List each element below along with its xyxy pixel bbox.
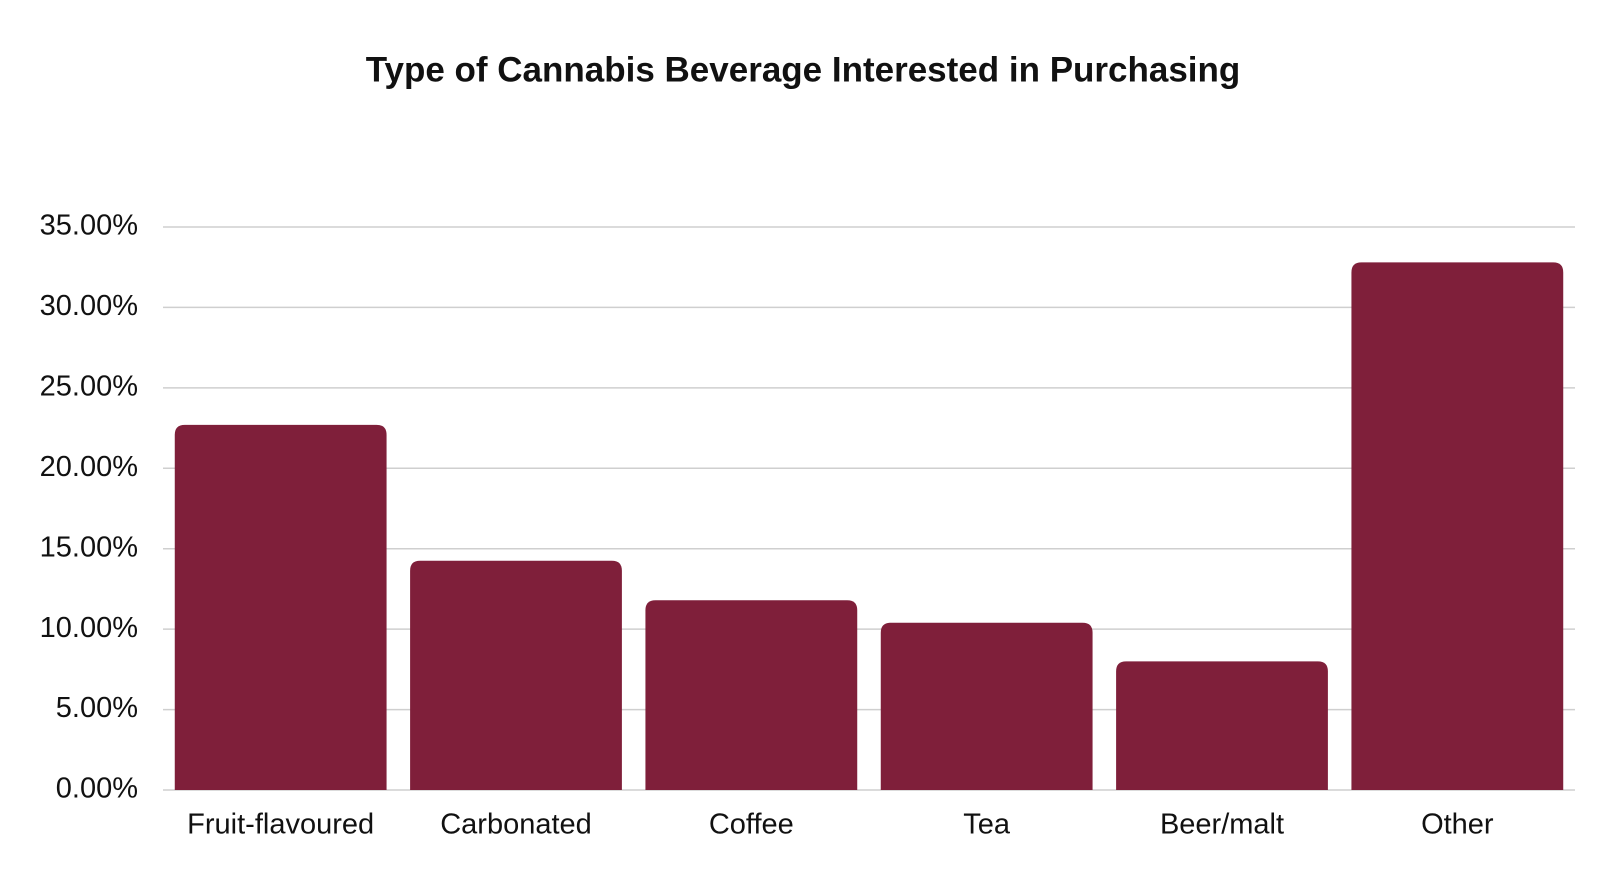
y-tick-label: 30.00% [40,290,138,322]
chart-title: Type of Cannabis Beverage Interested in … [366,50,1241,89]
x-tick-label: Fruit-flavoured [187,809,374,841]
x-tick-label: Other [1421,809,1494,841]
bar [645,600,858,790]
x-tick-label: Carbonated [440,809,592,841]
y-tick-label: 25.00% [40,371,138,403]
y-tick-label: 10.00% [40,612,138,644]
y-tick-label: 0.00% [56,773,138,805]
x-tick-label: Beer/malt [1160,809,1284,841]
y-tick-label: 35.00% [40,210,138,242]
x-tick-label: Tea [963,809,1011,841]
bar [174,424,387,790]
bar [1116,661,1328,790]
x-tick-label: Coffee [709,809,794,841]
y-tick-label: 20.00% [40,451,138,483]
bar [410,560,622,790]
bar [1351,262,1564,791]
bar [880,622,1093,790]
y-tick-label: 15.00% [40,531,138,563]
y-tick-label: 5.00% [56,692,138,724]
